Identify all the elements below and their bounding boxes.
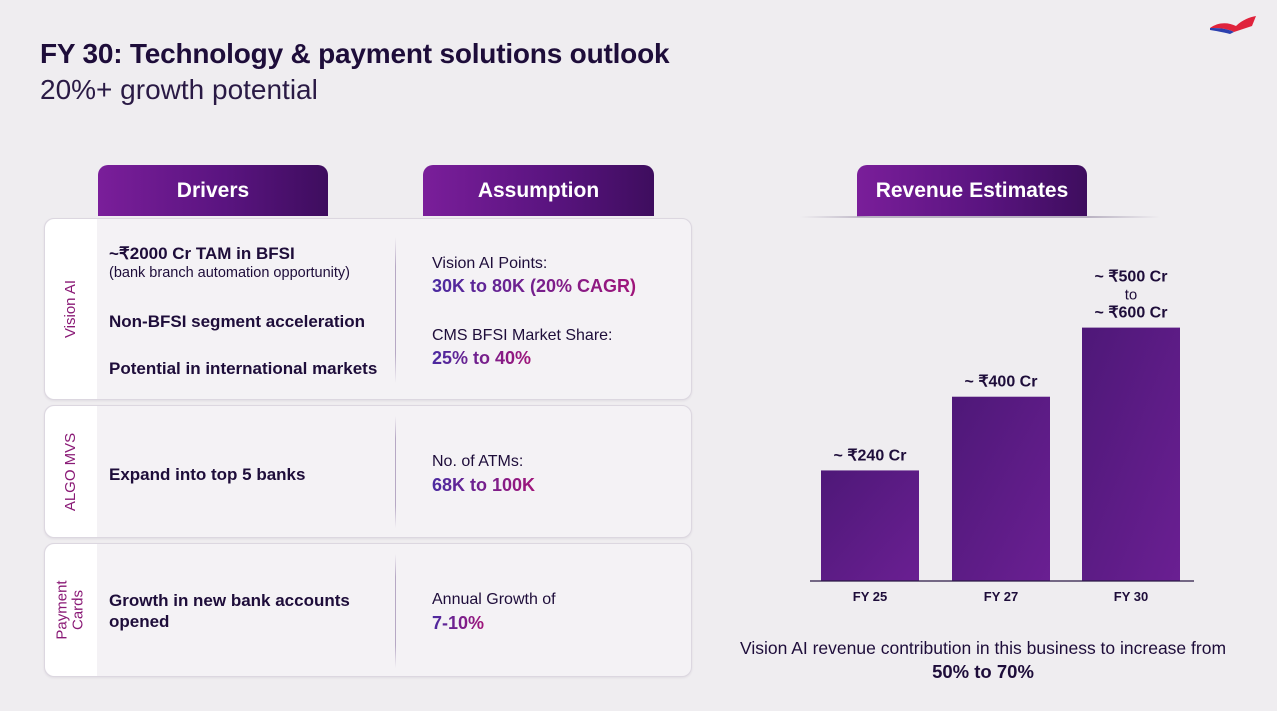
revenue-header-underline (800, 216, 1160, 218)
payment-cards-label-line1: Payment (54, 580, 72, 640)
bar-fy-27 (952, 396, 1050, 581)
x-tick-label: FY 27 (984, 589, 1018, 604)
cms-market-share-label: CMS BFSI Market Share: (432, 327, 613, 344)
revenue-estimates-header-label: Revenue Estimates (875, 179, 1069, 202)
payment-cards-label-strip: Payment Cards (45, 544, 97, 676)
vision-ai-driver-tam-note: (bank branch automation opportunity) (109, 265, 351, 281)
x-tick-label: FY 30 (1114, 589, 1148, 604)
footnote-text: Vision AI revenue contribution in this b… (739, 638, 1227, 658)
payment-cards-label: Payment Cards (54, 580, 88, 640)
atms-value: 68K to 100K (432, 475, 536, 495)
algo-mvs-driver: Expand into top 5 banks (109, 465, 306, 484)
data-label: ~ ₹500 Cr (1095, 269, 1168, 286)
panel-divider (395, 416, 396, 528)
panel-divider (395, 237, 396, 383)
cms-market-share-value: 25% to 40% (432, 348, 532, 368)
vision-ai-driver-international: Potential in international markets (109, 359, 378, 378)
vision-ai-label-strip: Vision AI (45, 219, 97, 399)
assumption-header: Assumption (423, 165, 654, 216)
algo-mvs-label-strip: ALGO MVS (45, 406, 97, 537)
assumption-header-label: Assumption (477, 178, 600, 202)
drivers-header: Drivers (98, 165, 328, 216)
bar-fy-25 (821, 470, 919, 581)
revenue-estimates-header: Revenue Estimates (857, 165, 1087, 217)
payment-cards-panel: Payment Cards Growth in new bank account… (44, 543, 692, 677)
brand-logo (1210, 16, 1256, 34)
footnote: Vision AI revenue contribution in this b… (700, 636, 1266, 684)
revenue-bar-chart: FY 25 ~ ₹240 Cr FY 27 ~ ₹400 Cr FY 30 ~ ₹500 … (810, 269, 1194, 604)
x-tick-label: FY 25 (853, 589, 887, 604)
payment-cards-label-line2: Cards (70, 589, 88, 631)
page-subtitle: 20%+ growth potential (40, 74, 318, 105)
page-title: FY 30: Technology & payment solutions ou… (40, 38, 670, 69)
payment-cards-driver-line2: opened (109, 612, 170, 631)
annual-growth-value: 7-10% (432, 613, 485, 633)
vision-ai-points-value: 30K to 80K (20% CAGR) (432, 276, 637, 296)
vision-ai-label: Vision AI (62, 279, 80, 339)
atms-label: No. of ATMs: (432, 453, 524, 470)
annual-growth-label: Annual Growth of (432, 591, 556, 608)
algo-mvs-label: ALGO MVS (62, 432, 80, 511)
data-label: to (1125, 287, 1138, 304)
vision-ai-driver-non-bfsi: Non-BFSI segment acceleration (109, 312, 366, 331)
data-label: ~ ₹600 Cr (1095, 305, 1168, 322)
payment-cards-driver-line1: Growth in new bank accounts (109, 591, 350, 610)
data-label: ~ ₹400 Cr (965, 374, 1038, 391)
data-label: ~ ₹240 Cr (834, 447, 907, 464)
vision-ai-points-label: Vision AI Points: (432, 255, 548, 272)
bar-fy-30 (1082, 327, 1180, 581)
vision-ai-panel: Vision AI ~₹2000 Cr TAM in BFSI (bank br… (44, 218, 692, 400)
algo-mvs-panel: ALGO MVS Expand into top 5 banks No. of … (44, 405, 692, 538)
panel-divider (395, 554, 396, 668)
footnote-highlight: 50% to 70% (932, 661, 1034, 682)
vision-ai-driver-tam: ~₹2000 Cr TAM in BFSI (109, 244, 295, 263)
drivers-header-label: Drivers (176, 178, 250, 202)
